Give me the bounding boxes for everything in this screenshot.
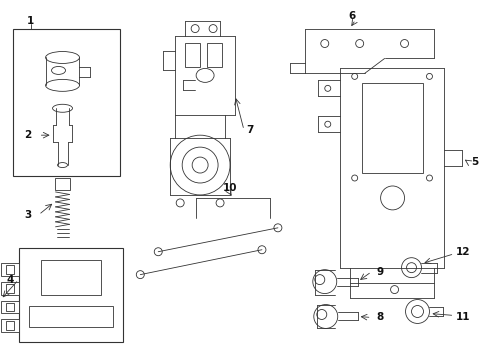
Circle shape — [411, 306, 423, 318]
Bar — [185, 42, 200, 67]
Ellipse shape — [45, 51, 80, 63]
Bar — [6, 284, 14, 293]
Text: 11: 11 — [455, 312, 469, 323]
Ellipse shape — [58, 163, 67, 167]
Bar — [19, 248, 123, 342]
Bar — [0, 301, 19, 314]
Circle shape — [176, 199, 184, 207]
Circle shape — [136, 271, 144, 279]
Text: 7: 7 — [246, 125, 253, 135]
Circle shape — [191, 24, 199, 32]
Ellipse shape — [52, 104, 72, 112]
Circle shape — [314, 275, 324, 285]
Circle shape — [351, 175, 357, 181]
Circle shape — [401, 258, 421, 278]
Circle shape — [192, 157, 208, 173]
Ellipse shape — [51, 67, 65, 75]
Circle shape — [324, 85, 330, 91]
Bar — [6, 321, 14, 330]
Bar — [0, 263, 19, 276]
Circle shape — [154, 248, 162, 256]
Bar — [0, 319, 19, 332]
Text: 8: 8 — [375, 312, 383, 323]
Circle shape — [182, 147, 218, 183]
Text: 5: 5 — [470, 157, 477, 167]
Circle shape — [405, 300, 428, 323]
Circle shape — [426, 175, 431, 181]
Bar — [13, 28, 120, 176]
Circle shape — [312, 270, 336, 293]
Bar — [361, 84, 423, 173]
Circle shape — [406, 263, 416, 273]
Text: 4: 4 — [7, 275, 14, 285]
Ellipse shape — [196, 68, 214, 82]
Circle shape — [320, 40, 328, 48]
Text: 2: 2 — [24, 130, 31, 140]
Circle shape — [355, 40, 363, 48]
Circle shape — [258, 246, 265, 254]
Circle shape — [400, 40, 407, 48]
Bar — [55, 178, 70, 190]
Text: 12: 12 — [455, 247, 469, 257]
Bar — [6, 302, 14, 311]
Circle shape — [216, 199, 224, 207]
Circle shape — [209, 24, 217, 32]
Circle shape — [273, 224, 281, 232]
Circle shape — [380, 186, 404, 210]
Bar — [0, 282, 19, 294]
Text: 10: 10 — [223, 183, 237, 193]
Circle shape — [324, 121, 330, 127]
Ellipse shape — [45, 80, 80, 91]
Bar — [207, 42, 222, 67]
Circle shape — [351, 73, 357, 80]
Circle shape — [313, 305, 337, 328]
Bar — [6, 265, 14, 274]
Circle shape — [390, 285, 398, 293]
Circle shape — [170, 135, 229, 195]
Circle shape — [316, 310, 326, 319]
Text: 9: 9 — [375, 267, 383, 276]
Bar — [41, 260, 101, 294]
Text: 3: 3 — [24, 210, 31, 220]
Bar — [29, 306, 113, 328]
Circle shape — [426, 73, 431, 80]
Text: 1: 1 — [27, 15, 34, 26]
Text: 6: 6 — [347, 11, 355, 21]
